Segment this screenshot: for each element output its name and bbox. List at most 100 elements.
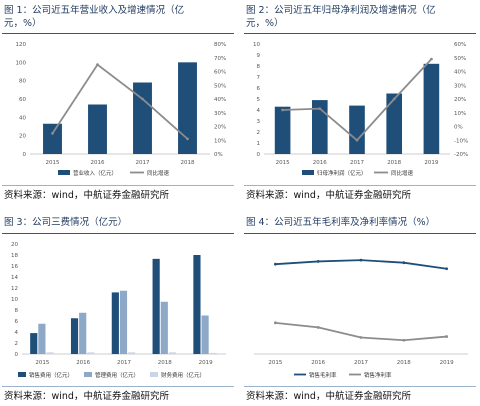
figure-1-title-rule <box>2 33 234 34</box>
y-tick-label: 0 <box>15 352 19 358</box>
figure-4-source: 资料来源：wind，中航证券金融研究所 <box>246 391 411 402</box>
y-right-tick-label: 60% <box>214 70 226 76</box>
legend-swatch-0 <box>18 372 26 377</box>
figure-3-title-rule <box>2 233 234 234</box>
bar-2017 <box>133 82 152 154</box>
bar-2015 <box>43 123 62 154</box>
figure-2: 图 2：公司近五年归母净利润及增速情况（亿 元，%） 0 1 2 3 4 5 6 7 8 9 10 -… <box>242 0 480 205</box>
series-1-point-2019 <box>445 335 448 338</box>
bar-2018-series-1 <box>160 301 168 354</box>
x-tick-label: 2016 <box>313 160 327 166</box>
x-tick-label: 2018 <box>158 360 172 366</box>
y-tick-label: 2 <box>15 341 19 347</box>
y-right-tick-label: 70% <box>214 56 226 62</box>
y-right-tick-label: 30% <box>454 83 466 89</box>
legend-line-label: 同比增速 <box>147 169 170 177</box>
bar-2015-series-2 <box>46 352 54 354</box>
growth-rate-point-2017 <box>355 138 359 142</box>
x-tick-label: 2018 <box>387 160 401 166</box>
y-tick-label: 12 <box>11 286 18 292</box>
y-right-tick-label: 20% <box>454 97 466 103</box>
legend-swatch-1 <box>84 372 92 377</box>
y-left-tick-label: 1 <box>257 141 261 147</box>
y-left-tick-label: 5 <box>257 97 261 103</box>
bar-2017-series-1 <box>119 290 128 354</box>
x-tick-label: 2017 <box>117 360 131 366</box>
chart-3: 0 2 4 6 8 10 12 14 16 18 20 2015 2016 2017 2018 2019 销售费… <box>11 242 226 379</box>
growth-rate-point-2018 <box>392 97 396 101</box>
y-left-tick-label: 4 <box>257 108 261 114</box>
figure-1-title-line2: 元，%） <box>4 18 42 29</box>
figure-2-source: 资料来源：wind，中航证券金融研究所 <box>246 190 411 201</box>
figure-1-source-rule <box>2 185 234 186</box>
growth-rate-point-2016 <box>318 107 322 111</box>
y-left-tick-label: 0 <box>23 152 27 158</box>
x-tick-label: 2019 <box>199 360 213 366</box>
bar-2016 <box>88 104 107 154</box>
y-tick-label: 6 <box>15 319 19 325</box>
bar-2016-series-1 <box>79 312 87 354</box>
x-tick-label: 2019 <box>424 160 438 166</box>
figure-2-title-rule <box>244 33 476 34</box>
y-right-tick-label: 0% <box>454 125 463 131</box>
y-right-tick-label: 60% <box>454 42 466 48</box>
y-left-tick-label: 40 <box>19 115 26 121</box>
growth-rate-point-2016 <box>96 63 99 67</box>
y-right-tick-label: 10% <box>454 111 466 117</box>
bar-2018-series-2 <box>168 352 177 354</box>
y-left-tick-label: 9 <box>257 53 261 59</box>
y-right-tick-label: 40% <box>454 70 466 76</box>
x-tick-label: 2018 <box>181 160 195 166</box>
series-1-point-2018 <box>402 338 406 342</box>
legend-label-2: 财务费用（亿元） <box>161 371 205 379</box>
chart-2: 0 1 2 3 4 5 6 7 8 9 10 -20% -10% 0% 10% 20% 30% 40% 50% 60%… <box>253 42 468 177</box>
figure-4-title-rule <box>244 233 476 234</box>
bar-2018-series-0 <box>152 258 160 354</box>
x-tick-label: 2017 <box>136 160 150 166</box>
legend-line-label: 同比增速 <box>391 169 414 177</box>
x-tick-label: 2015 <box>268 360 282 366</box>
growth-rate-line <box>51 63 189 140</box>
figure-3: 图 3：公司三费情况（亿元） 0 2 4 6 8 10 12 14 16 18 20 2015 2016… <box>0 212 236 406</box>
bar-2015 <box>274 106 291 154</box>
x-tick-label: 2016 <box>76 360 90 366</box>
x-tick-label: 2015 <box>276 160 290 166</box>
figure-1-source: 资料来源：wind，中航证券金融研究所 <box>4 190 169 201</box>
y-right-tick-label: 40% <box>214 97 226 103</box>
x-tick-label: 2019 <box>440 360 454 366</box>
bar-2019 <box>423 63 440 154</box>
x-tick-label: 2015 <box>35 360 49 366</box>
legend-label-0: 销售毛利率 <box>309 371 337 379</box>
series-1-point-2017 <box>359 336 363 339</box>
figure-2-title-line2: 元，%） <box>246 18 284 29</box>
x-tick-label: 2015 <box>46 160 60 166</box>
bar-2018 <box>386 93 403 154</box>
legend-bar-swatch <box>58 170 70 175</box>
y-left-tick-label: 20 <box>19 134 26 140</box>
bar-2016-series-0 <box>70 318 79 354</box>
legend-label-1: 管理费用（亿元） <box>95 371 139 379</box>
chart-4: 2015 2016 2017 2018 2019 销售毛利率 销售净利率 <box>254 258 468 379</box>
y-left-tick-label: 7 <box>257 75 261 81</box>
bar-2018 <box>178 62 197 154</box>
figure-2-source-rule <box>244 185 476 186</box>
y-left-tick-label: 2 <box>257 130 261 136</box>
y-right-tick-label: -20% <box>454 152 468 158</box>
figure-3-source-rule <box>2 386 234 387</box>
y-right-tick-label: 30% <box>214 111 226 117</box>
y-tick-label: 16 <box>11 264 18 270</box>
y-left-tick-label: 100 <box>16 60 27 66</box>
y-left-tick-label: 8 <box>257 64 261 70</box>
series-0-point-2018 <box>402 261 406 265</box>
y-left-tick-label: 10 <box>253 42 260 48</box>
figure-4-source-rule <box>244 386 476 387</box>
bar-2015-series-1 <box>38 323 46 354</box>
figure-2-title-line1: 图 2：公司近五年归母净利润及增速情况（亿 <box>246 5 436 16</box>
figure-3-source: 资料来源：wind，中航证券金融研究所 <box>4 391 169 402</box>
series-0-point-2019 <box>445 267 448 271</box>
figure-3-title: 图 3：公司三费情况（亿元） <box>4 217 128 228</box>
y-right-tick-label: 80% <box>214 42 226 48</box>
y-right-tick-label: 10% <box>214 138 226 144</box>
y-tick-label: 4 <box>15 330 19 336</box>
figure-4-title: 图 4：公司近五年毛利率及净利率情况（%） <box>246 217 436 228</box>
